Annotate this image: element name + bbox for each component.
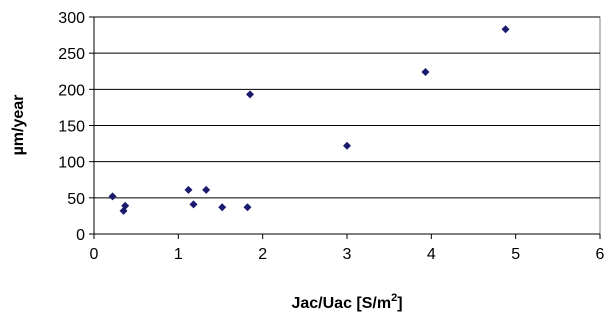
y-tick-label: 50 [67,191,85,208]
data-point [121,201,130,210]
x-axis-title-suffix: ] [397,295,402,312]
x-tick-label: 0 [90,246,99,263]
y-tick-label: 100 [58,155,85,172]
data-point [501,25,510,34]
data-point [218,203,227,212]
data-point [202,185,211,194]
x-axis-title: Jac/Uac [S/m2] [291,292,402,312]
y-tick-label: 300 [58,10,85,27]
x-tick-label: 2 [258,246,267,263]
data-point [343,141,351,150]
x-axis-title-superscript: 2 [391,292,397,304]
data-point [243,203,252,212]
y-ticks: 0 50 100 150 200 250 300 [58,10,94,244]
gridlines [94,16,600,199]
y-axis-title: µm/year [10,95,27,156]
data-point [189,200,198,209]
x-tick-label: 4 [427,246,436,263]
x-tick-label: 5 [511,246,520,263]
x-tick-label: 3 [343,246,352,263]
data-points [108,25,510,215]
y-tick-label: 200 [58,82,85,99]
x-tick-label: 6 [596,246,605,263]
data-point [421,67,430,76]
data-point [184,185,193,194]
x-ticks: 0 1 2 3 4 5 6 [90,234,605,263]
y-tick-label: 0 [76,227,85,244]
data-point [246,90,255,99]
data-point [108,192,117,201]
x-tick-label: 1 [174,246,183,263]
y-tick-label: 250 [58,46,85,63]
y-tick-label: 150 [58,119,85,136]
